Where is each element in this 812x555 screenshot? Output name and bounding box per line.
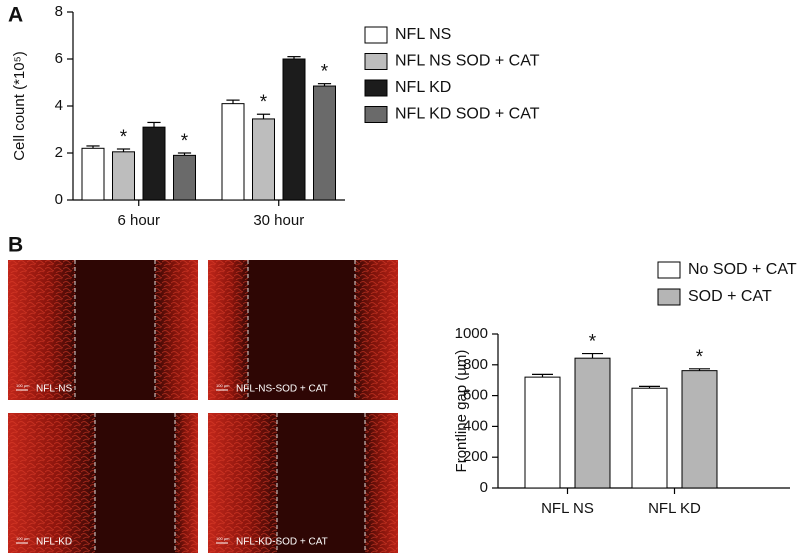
texture bbox=[365, 413, 398, 553]
legend-swatch bbox=[364, 53, 388, 70]
legend-swatch bbox=[364, 79, 388, 97]
y-tick-label: 600 bbox=[463, 387, 488, 404]
scale-label: 100 µm bbox=[16, 536, 30, 541]
texture bbox=[8, 413, 95, 553]
y-axis-label: Frontline gap (µm) bbox=[453, 350, 470, 473]
x-tick-label: 30 hour bbox=[253, 212, 304, 229]
y-tick-label: 800 bbox=[463, 356, 488, 373]
legend-label: NFL NS SOD + CAT bbox=[395, 53, 540, 70]
texture bbox=[8, 260, 75, 400]
bar bbox=[574, 357, 611, 489]
bar bbox=[681, 370, 718, 489]
y-tick-label: 8 bbox=[55, 3, 63, 20]
x-tick-label: 6 hour bbox=[117, 212, 160, 229]
legend-label: NFL KD bbox=[395, 79, 451, 96]
texture bbox=[355, 260, 398, 400]
significance: * bbox=[696, 347, 704, 368]
legend-label: NFL KD SOD + CAT bbox=[395, 106, 540, 123]
micrographs: 100 µm NFL-NS 100 µm NFL-NS-SOD + CAT 100 µm… bbox=[8, 260, 398, 553]
legend-swatch bbox=[657, 261, 681, 279]
bar bbox=[631, 387, 668, 489]
bar bbox=[313, 85, 336, 201]
significance: * bbox=[589, 332, 597, 353]
significance: * bbox=[120, 127, 128, 148]
y-tick-label: 2 bbox=[55, 144, 63, 161]
scale-label: 100 µm bbox=[216, 536, 230, 541]
legend-label: SOD + CAT bbox=[688, 288, 772, 305]
panel-label: B bbox=[8, 234, 23, 257]
scale-label: 100 µm bbox=[16, 383, 30, 388]
y-tick-label: 400 bbox=[463, 417, 488, 434]
legend-swatch bbox=[364, 106, 388, 123]
legend-swatch bbox=[364, 26, 388, 44]
y-tick-label: 0 bbox=[480, 479, 488, 496]
significance: * bbox=[181, 131, 189, 152]
micrograph-label: NFL-KD-SOD + CAT bbox=[236, 537, 328, 548]
texture bbox=[155, 260, 198, 400]
y-tick-label: 1000 bbox=[455, 325, 488, 342]
texture bbox=[175, 413, 198, 553]
significance: * bbox=[321, 62, 329, 83]
micrograph-label: NFL-NS bbox=[36, 384, 72, 395]
bar bbox=[142, 126, 166, 201]
legend-label: NFL NS bbox=[395, 26, 451, 43]
y-tick-label: 0 bbox=[55, 191, 63, 208]
texture bbox=[208, 260, 248, 400]
texture bbox=[208, 413, 277, 553]
bar bbox=[221, 103, 245, 201]
micrograph-label: NFL-KD bbox=[36, 537, 72, 548]
legend-swatch bbox=[657, 288, 681, 306]
scale-label: 100 µm bbox=[216, 383, 230, 388]
bar bbox=[252, 118, 275, 201]
y-tick-label: 6 bbox=[55, 50, 63, 67]
panel-label: A bbox=[8, 4, 23, 27]
x-tick-label: NFL KD bbox=[648, 500, 701, 517]
bar bbox=[282, 58, 306, 201]
y-tick-label: 4 bbox=[55, 97, 63, 114]
bar bbox=[81, 147, 105, 201]
bar bbox=[112, 151, 135, 201]
y-axis-label: Cell count (*10⁵) bbox=[11, 51, 28, 161]
micrograph-label: NFL-NS-SOD + CAT bbox=[236, 384, 328, 395]
significance: * bbox=[260, 92, 268, 113]
x-tick-label: NFL NS bbox=[541, 500, 594, 517]
legend-label: No SOD + CAT bbox=[688, 261, 797, 278]
bar bbox=[524, 376, 561, 489]
y-tick-label: 200 bbox=[463, 448, 488, 465]
bar bbox=[173, 154, 196, 201]
